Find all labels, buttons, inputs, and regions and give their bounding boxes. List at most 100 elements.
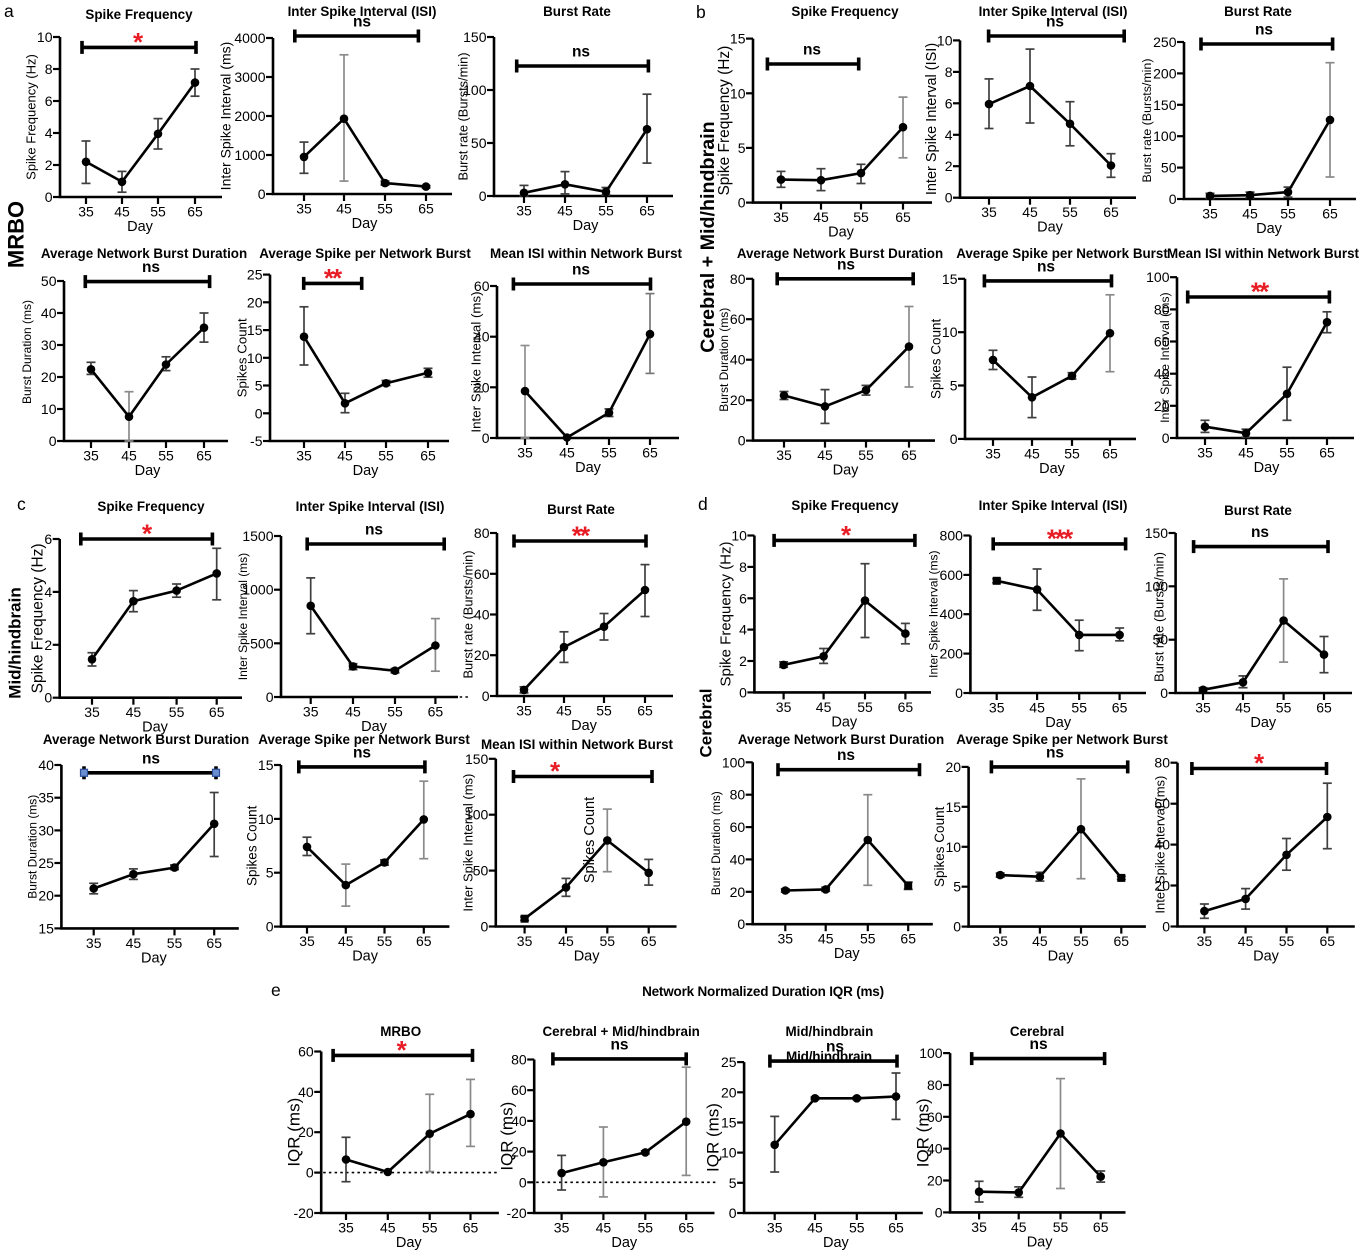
svg-text:45: 45	[558, 933, 574, 949]
svg-text:MRBO: MRBO	[380, 1024, 421, 1039]
svg-text:Burst rate (Bursts/min): Burst rate (Bursts/min)	[460, 551, 475, 679]
svg-text:Network Normalized Duration IQ: Network Normalized Duration IQR (ms)	[642, 984, 884, 999]
svg-text:65: 65	[1102, 445, 1118, 461]
svg-text:ns: ns	[142, 750, 160, 767]
svg-text:55: 55	[1064, 445, 1080, 461]
svg-text:Day: Day	[828, 225, 855, 241]
svg-text:35: 35	[776, 699, 792, 715]
svg-text:65: 65	[420, 448, 436, 464]
svg-text:25: 25	[247, 267, 263, 283]
svg-text:5: 5	[255, 378, 263, 394]
svg-text:65: 65	[888, 1220, 904, 1236]
svg-text:Day: Day	[396, 1235, 423, 1250]
svg-text:20: 20	[38, 888, 54, 904]
svg-text:Spike Frequency: Spike Frequency	[97, 499, 205, 514]
svg-text:Day: Day	[575, 460, 602, 476]
svg-text:60: 60	[474, 278, 490, 294]
svg-text:35: 35	[773, 209, 789, 225]
svg-text:ns: ns	[803, 42, 821, 59]
svg-text:45: 45	[338, 933, 354, 949]
svg-text:15: 15	[942, 271, 958, 287]
svg-text:45: 45	[596, 1220, 612, 1236]
svg-text:20: 20	[927, 1173, 943, 1189]
svg-text:3000: 3000	[234, 69, 265, 85]
svg-text:60: 60	[730, 311, 746, 327]
svg-text:6: 6	[44, 531, 52, 547]
svg-text:100: 100	[1153, 128, 1177, 144]
svg-text:55: 55	[1276, 700, 1292, 716]
svg-text:Mean ISI within Network Burst: Mean ISI within Network Burst	[490, 246, 682, 261]
svg-text:Spikes Count: Spikes Count	[235, 318, 250, 397]
svg-text:30: 30	[38, 822, 54, 838]
svg-text:80: 80	[1154, 755, 1170, 771]
svg-text:Inter Spike Interval (ISI): Inter Spike Interval (ISI)	[979, 4, 1128, 19]
svg-text:d: d	[698, 494, 708, 514]
svg-text:Spike Frequency: Spike Frequency	[85, 7, 193, 22]
svg-text:Inter Spike Interval (ms): Inter Spike Interval (ms)	[469, 291, 484, 432]
svg-text:55: 55	[167, 935, 183, 951]
svg-text:5: 5	[953, 879, 961, 895]
svg-text:Mid/hindbrain: Mid/hindbrain	[786, 1024, 874, 1039]
svg-text:35: 35	[299, 933, 315, 949]
svg-text:65: 65	[678, 1220, 694, 1236]
svg-text:65: 65	[418, 201, 434, 217]
svg-text:500: 500	[250, 635, 274, 651]
svg-text:200: 200	[1153, 65, 1177, 81]
svg-text:0: 0	[738, 195, 746, 211]
svg-text:Inter Spike Interval (ISI): Inter Spike Interval (ISI)	[979, 498, 1128, 513]
svg-text:45: 45	[380, 1220, 396, 1236]
svg-text:ns: ns	[1046, 744, 1064, 761]
svg-text:100: 100	[463, 82, 487, 98]
svg-text:Cerebral: Cerebral	[696, 689, 715, 758]
svg-text:-20: -20	[506, 1205, 526, 1221]
svg-text:Day: Day	[353, 463, 380, 479]
svg-text:35: 35	[338, 1220, 354, 1236]
svg-text:45: 45	[1029, 700, 1045, 716]
svg-text:55: 55	[1280, 206, 1296, 222]
svg-text:55: 55	[849, 1220, 865, 1236]
svg-text:35: 35	[776, 447, 792, 463]
svg-text:0: 0	[737, 916, 745, 932]
svg-text:**: **	[1251, 277, 1270, 307]
svg-text:40: 40	[38, 757, 54, 773]
svg-text:e: e	[271, 980, 281, 1000]
svg-text:55: 55	[387, 704, 403, 720]
svg-text:55: 55	[600, 933, 616, 949]
svg-text:35: 35	[84, 704, 100, 720]
svg-text:65: 65	[463, 1220, 479, 1236]
svg-text:Burst Rate: Burst Rate	[547, 502, 615, 517]
svg-text:65: 65	[637, 703, 653, 719]
svg-text:**: **	[324, 263, 343, 293]
svg-text:ns: ns	[1251, 524, 1269, 541]
svg-text:40: 40	[474, 607, 490, 623]
svg-text:MRBO: MRBO	[4, 201, 29, 268]
svg-text:25: 25	[38, 855, 54, 871]
svg-text:5: 5	[738, 140, 746, 156]
svg-text:ns: ns	[610, 1036, 628, 1053]
svg-text:55: 55	[378, 448, 394, 464]
svg-text:55: 55	[422, 1220, 438, 1236]
svg-text:25: 25	[721, 1054, 737, 1070]
svg-text:20: 20	[1154, 878, 1170, 894]
svg-text:60: 60	[474, 566, 490, 582]
svg-text:55: 55	[601, 445, 617, 461]
svg-text:35: 35	[296, 448, 312, 464]
svg-text:0: 0	[479, 188, 487, 204]
svg-text:45: 45	[114, 204, 130, 220]
svg-text:65: 65	[898, 699, 914, 715]
svg-text:65: 65	[187, 204, 203, 220]
svg-text:15: 15	[721, 1115, 737, 1131]
svg-text:50: 50	[1153, 632, 1169, 648]
svg-text:Spike Frequency (Hz): Spike Frequency (Hz)	[23, 54, 38, 180]
svg-text:65: 65	[206, 935, 222, 951]
svg-text:Spikes Count: Spikes Count	[582, 797, 598, 883]
svg-text:0: 0	[738, 433, 746, 449]
svg-text:10: 10	[942, 324, 958, 340]
svg-text:Day: Day	[574, 949, 601, 965]
svg-text:Inter Spike Interval (ms): Inter Spike Interval (ms)	[236, 553, 250, 680]
svg-text:Day: Day	[142, 720, 169, 736]
svg-text:20: 20	[730, 392, 746, 408]
svg-text:Burst Duration (ms): Burst Duration (ms)	[26, 795, 40, 899]
svg-text:-20: -20	[293, 1205, 313, 1221]
svg-text:IQR (ms): IQR (ms)	[284, 1098, 303, 1167]
